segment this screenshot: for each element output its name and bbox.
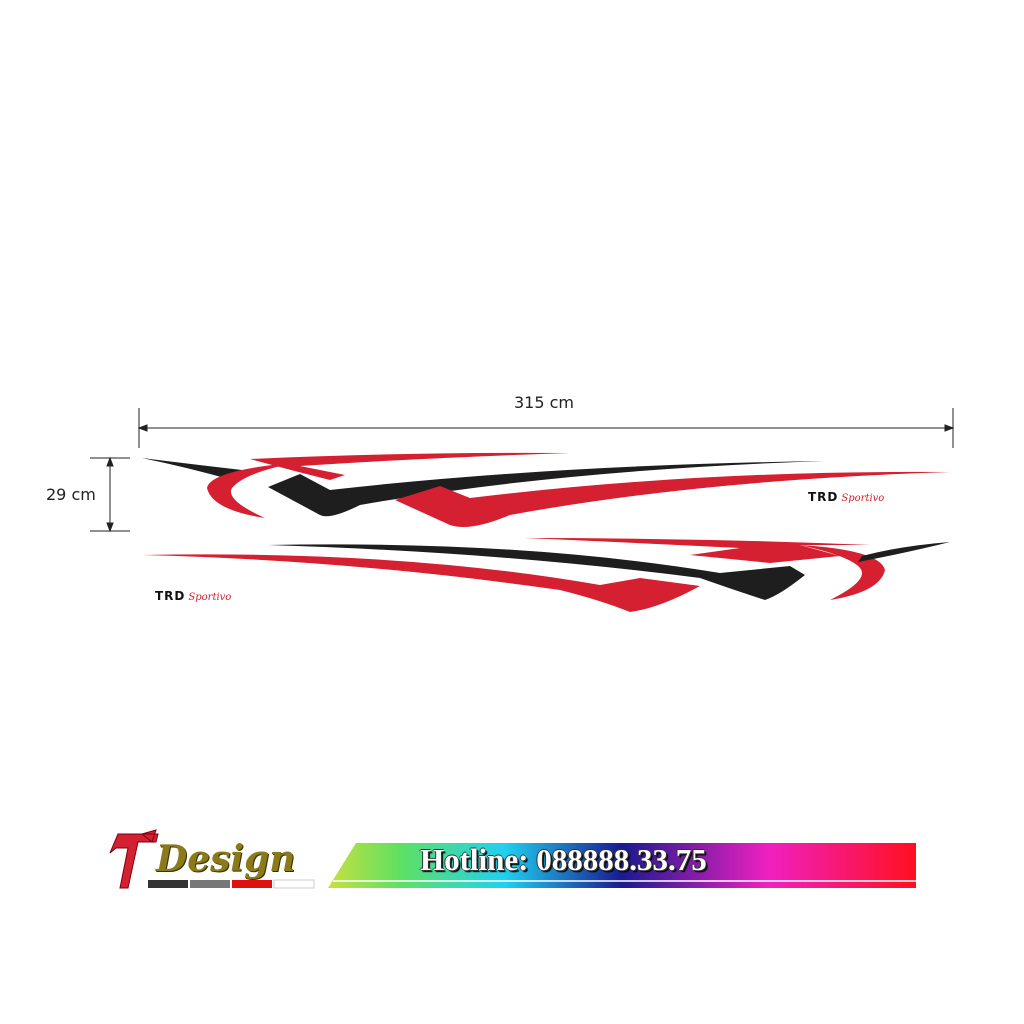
sportivo-script: Sportivo [841, 493, 885, 504]
bottom-decal [142, 538, 950, 612]
sportivo-script: Sportivo [188, 592, 232, 603]
top-black-spike [142, 458, 242, 480]
bottom-black-sweep [268, 544, 805, 600]
banner-graphics [109, 829, 916, 889]
bottom-red-sweep [142, 554, 700, 612]
width-dimension-label: 315 cm [514, 393, 575, 412]
hotline-text: Hotline: 088888.33.75 [420, 842, 707, 877]
height-dimension-label: 29 cm [46, 485, 96, 504]
height-dimension-line [90, 456, 130, 533]
logo-text: Design [156, 838, 296, 880]
hotline-banner: Design Hotline: 088888.33.75 [108, 828, 918, 890]
bottom-black-spike [858, 542, 950, 562]
top-black-sweep [268, 461, 825, 517]
rainbow-bar [328, 843, 916, 888]
top-red-x-stroke [250, 452, 570, 480]
top-decal [142, 452, 950, 528]
t-logo-icon [109, 829, 159, 889]
trd-mark: TRD [808, 490, 839, 504]
top-trd-logo: TRD Sportivo [808, 490, 884, 504]
trd-mark: TRD [155, 589, 186, 603]
top-red-sweep [395, 471, 950, 528]
width-dimension-line [137, 408, 955, 448]
bottom-red-x-stroke [525, 538, 870, 563]
bottom-trd-logo: TRD Sportivo [155, 589, 231, 603]
top-red-arc [207, 462, 300, 518]
